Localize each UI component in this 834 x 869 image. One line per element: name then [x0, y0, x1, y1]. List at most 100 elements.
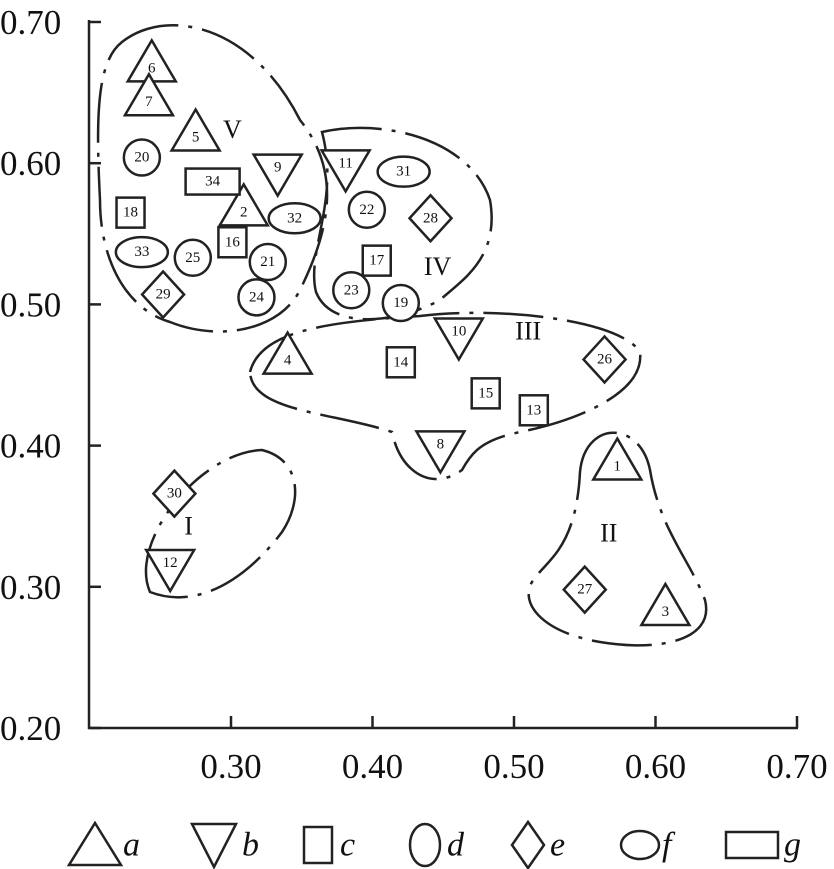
point-label: 4: [284, 353, 292, 369]
axes: [87, 20, 798, 730]
data-point: 1: [591, 436, 644, 481]
triangle-up-marker: [169, 107, 222, 152]
point-label: 25: [185, 250, 200, 266]
data-point: 30: [151, 468, 198, 519]
data-point: 26: [581, 334, 628, 385]
square-marker: [115, 196, 146, 229]
data-point: 15: [470, 377, 501, 410]
x-tick-label: 0.30: [200, 747, 261, 786]
data-point: 32: [267, 202, 322, 235]
circle-marker: [332, 271, 371, 310]
legend-item-a: a: [66, 820, 140, 867]
point-label: 20: [134, 150, 149, 166]
triangle-up-marker: [639, 581, 692, 627]
point-label: 27: [577, 582, 593, 598]
y-tick-label: 0.50: [0, 285, 61, 324]
point-label: 2: [240, 204, 248, 220]
data-point: 27: [562, 564, 608, 615]
point-label: 28: [423, 210, 438, 226]
data-point: 25: [173, 238, 213, 278]
point-label: 32: [287, 210, 302, 226]
point-label: 33: [134, 244, 149, 260]
square-marker: [217, 226, 248, 259]
cluster-boundary: [527, 431, 708, 647]
point-label: 21: [260, 254, 275, 270]
point-label: 22: [359, 202, 374, 218]
data-point: 10: [432, 317, 485, 362]
point-label: 30: [167, 486, 182, 502]
legend-label: d: [447, 827, 465, 864]
diamond-marker: [581, 334, 628, 385]
data-point: 7: [122, 71, 176, 117]
cluster-label: V: [223, 115, 242, 144]
legend-label: g: [784, 827, 801, 864]
data-points: 1234567891011121314151617181920212223242…: [114, 37, 692, 627]
point-label: 26: [597, 351, 613, 367]
triangle-down-marker: [319, 149, 372, 194]
square-marker: [385, 346, 417, 379]
point-label: 24: [249, 289, 265, 305]
cluster-boundary: [96, 24, 329, 333]
circle-marker: [237, 278, 276, 317]
point-label: 14: [393, 354, 409, 370]
legend: a b c d e f g: [66, 819, 801, 869]
triangle-down-marker: [414, 430, 467, 475]
data-point: 17: [361, 244, 392, 277]
diamond-marker: [151, 468, 198, 519]
legend-label: b: [242, 827, 259, 864]
data-point: 4: [261, 330, 314, 375]
point-label: 19: [393, 295, 408, 311]
legend-item-f: f: [619, 827, 676, 864]
legend-label: a: [123, 827, 140, 864]
point-label: 6: [148, 60, 156, 76]
data-point: 20: [122, 138, 162, 177]
triangle-down-marker: [432, 317, 485, 362]
point-label: 11: [338, 155, 352, 171]
triangle-down-marker: [143, 548, 197, 594]
point-label: 34: [205, 174, 221, 190]
ellipse-marker: [114, 235, 170, 269]
triangle-up-marker: [122, 71, 176, 117]
cluster-label: II: [600, 519, 617, 548]
legend-label: f: [662, 827, 676, 864]
y-tick-label: 0.40: [0, 427, 61, 466]
square-icon: [302, 825, 334, 865]
data-point: 24: [237, 278, 276, 317]
point-label: 13: [526, 402, 541, 418]
point-label: 17: [369, 253, 385, 269]
data-point: 12: [143, 548, 197, 594]
cluster-label: I: [184, 512, 193, 541]
data-point: 14: [385, 346, 417, 379]
triangle-up-marker: [261, 330, 314, 375]
data-point: 34: [184, 167, 241, 196]
rectangle-icon: [724, 830, 780, 860]
y-tick-label: 0.70: [0, 3, 61, 42]
legend-label: e: [550, 827, 565, 864]
data-point: 11: [319, 149, 372, 194]
data-point: 13: [518, 394, 550, 427]
data-point: 8: [414, 430, 467, 475]
y-tick-label: 0.20: [0, 709, 61, 748]
ellipse-icon: [619, 829, 661, 861]
point-label: 15: [478, 385, 493, 401]
square-marker: [518, 394, 550, 427]
point-label: 29: [156, 287, 171, 303]
data-point: 31: [376, 155, 431, 188]
point-label: 8: [437, 436, 445, 452]
x-tick-label: 0.40: [342, 747, 403, 786]
point-label: 23: [344, 282, 359, 298]
circle-icon: [408, 822, 442, 868]
data-point: 21: [248, 242, 288, 282]
legend-item-e: e: [510, 819, 565, 869]
diamond-icon: [510, 819, 546, 869]
data-point: 19: [381, 283, 421, 323]
data-point: 28: [407, 193, 454, 244]
x-tick-label: 0.70: [766, 747, 827, 786]
x-tick-label: 0.60: [625, 747, 686, 786]
x-tick-label: 0.50: [483, 747, 544, 786]
triangle-down-icon: [189, 822, 239, 869]
legend-label: c: [340, 827, 355, 864]
point-label: 18: [123, 205, 138, 221]
triangle-up-marker: [217, 181, 270, 227]
